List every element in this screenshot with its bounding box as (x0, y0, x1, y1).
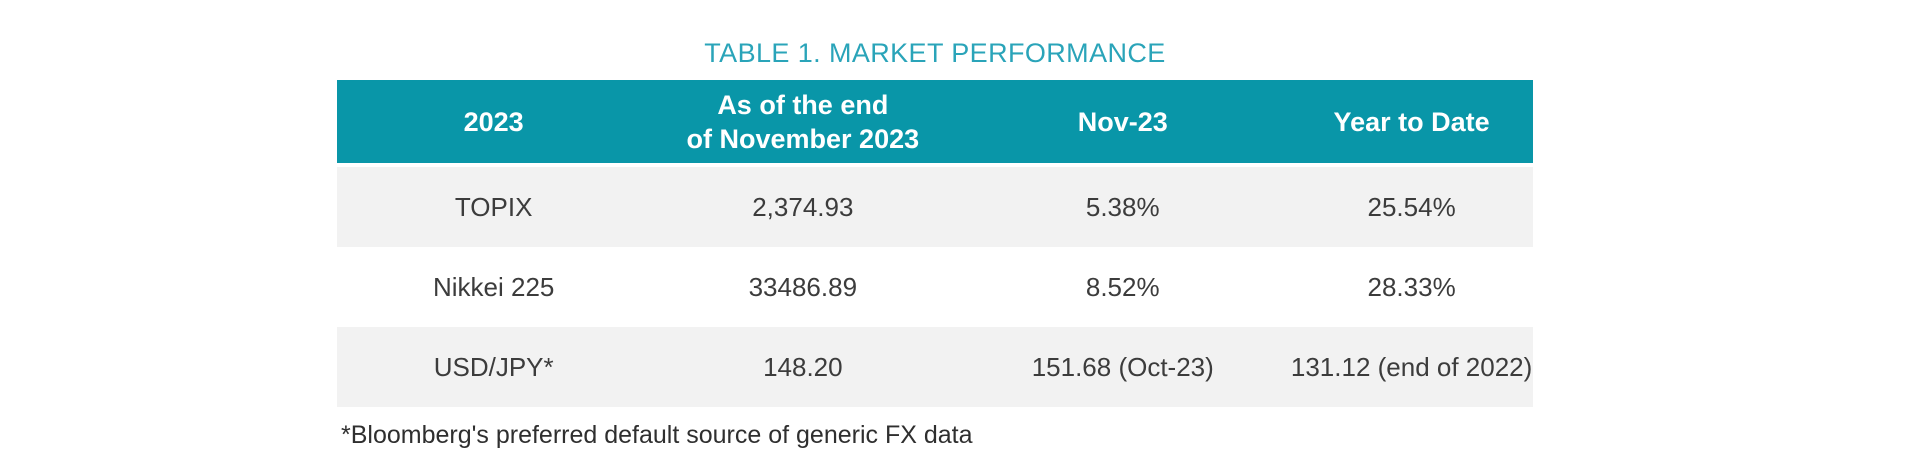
row-label: USD/JPY* (433, 351, 554, 382)
footnote: *Bloomberg's preferred default source of… (341, 421, 973, 449)
table-header: 2023 As of the end of November 2023 Nov-… (337, 80, 1533, 167)
table-row-topix: TOPIX 2,374.93 5.38% 25.54% (337, 165, 1533, 247)
table-cell: 131.12 (end of 2022) (1290, 351, 1533, 382)
header-row: 2023 As of the end of November 2023 Nov-… (337, 80, 1533, 167)
column-header-as-of-end-november: As of the end of November 2023 (650, 80, 956, 167)
column-header-nov-23: Nov-23 (955, 80, 1291, 167)
table-cell: 2,374.93 (752, 191, 854, 222)
market-performance-section: TABLE 1. MARKET PERFORMANCE 2023 As of t… (337, 38, 1533, 450)
table-title: TABLE 1. MARKET PERFORMANCE (704, 38, 1166, 68)
table-cell: 5.38% (1085, 191, 1160, 222)
table-cell: 25.54% (1367, 191, 1456, 222)
market-performance-table: 2023 As of the end of November 2023 Nov-… (337, 80, 1533, 407)
table-body: TOPIX 2,374.93 5.38% 25.54% Nikkei 225 3… (337, 165, 1533, 407)
table-cell: 151.68 (Oct-23) (1031, 351, 1214, 382)
column-header-year-to-date: Year to Date (1290, 80, 1533, 167)
table-row-nikkei-225: Nikkei 225 33486.89 8.52% 28.33% (337, 247, 1533, 327)
table-cell: 33486.89 (748, 271, 858, 302)
row-label: Nikkei 225 (432, 271, 555, 302)
column-header-year: 2023 (337, 80, 651, 167)
table-row-usd-jpy: USD/JPY* 148.20 151.68 (Oct-23) 131.12 (… (337, 327, 1533, 407)
table-cell: 28.33% (1367, 271, 1456, 302)
row-label: TOPIX (454, 191, 533, 222)
table-cell: 8.52% (1085, 271, 1160, 302)
table-cell: 148.20 (763, 351, 843, 382)
